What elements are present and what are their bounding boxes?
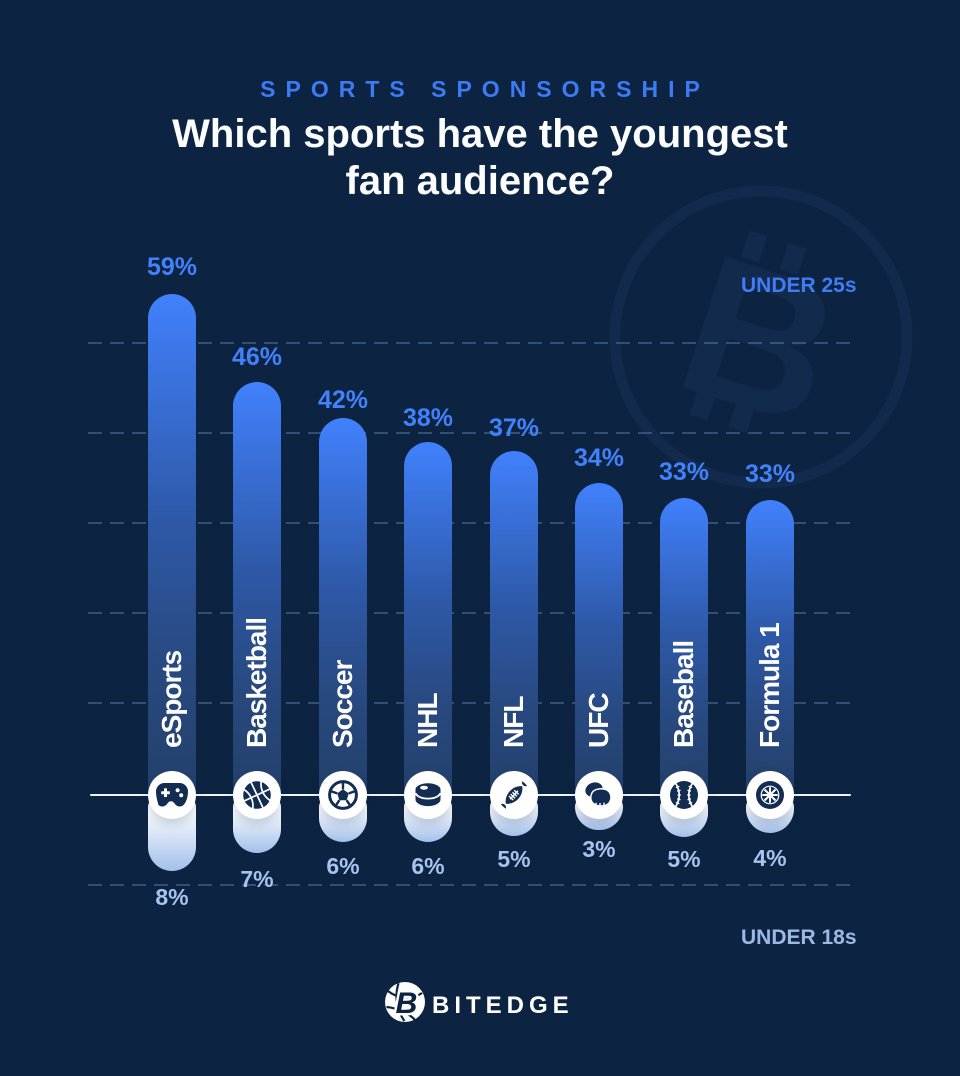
svg-text:B: B (396, 987, 418, 1020)
svg-text:B: B (396, 987, 418, 1020)
